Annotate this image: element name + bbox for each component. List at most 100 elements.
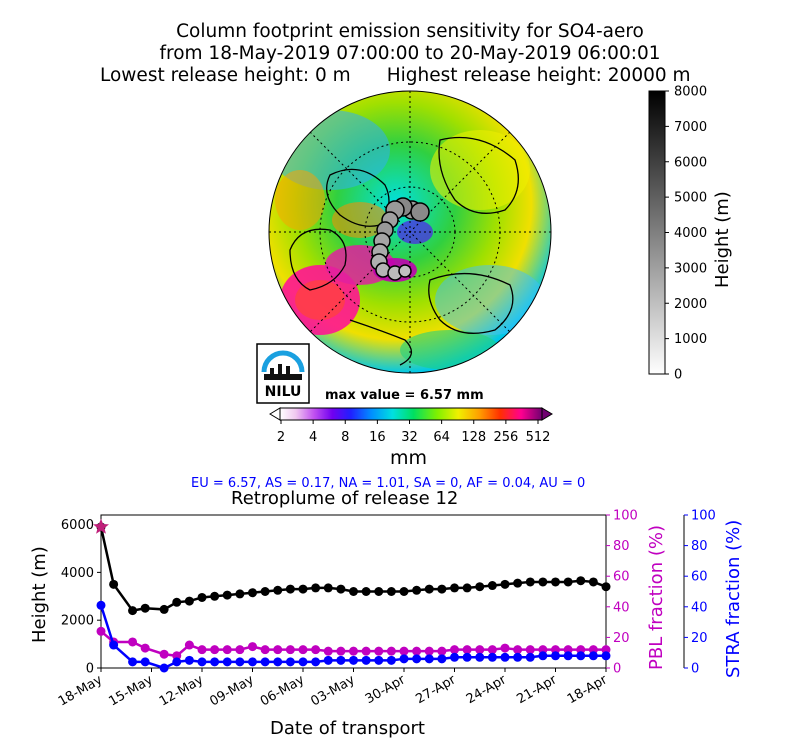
series-point (184, 596, 194, 606)
series-point (500, 579, 510, 589)
height-colorbar-tick-label: 5000 (674, 191, 707, 206)
series-point (311, 657, 321, 667)
series-point (525, 577, 535, 587)
series-point (248, 588, 257, 598)
series-point (386, 655, 396, 665)
series-point (273, 657, 283, 667)
y-tick-label-pbl: 60 (613, 570, 630, 585)
y-tick-label-stra: 0 (691, 662, 699, 677)
y-tick-label-pbl: 0 (613, 662, 621, 677)
max-value-label: max value = 6.57 mm (325, 388, 484, 403)
series-point (601, 582, 611, 592)
map-title-line-1: Column footprint emission sensitivity fo… (176, 21, 644, 42)
series-point (285, 584, 295, 594)
series-point (588, 651, 598, 661)
series-point (588, 577, 598, 587)
height-colorbar-tick-label: 6000 (674, 155, 707, 170)
series-point (563, 577, 573, 587)
series-point (140, 657, 150, 667)
height-colorbar-tick-label: 3000 (674, 261, 707, 276)
mm-colorbar-tick-label: 64 (433, 430, 450, 445)
y-tick-label-height: 2000 (61, 614, 94, 629)
series-point (500, 643, 510, 653)
x-tick-label: 24-Apr (464, 672, 510, 707)
series-point (197, 645, 207, 655)
series-point (323, 655, 333, 665)
series-point (336, 646, 346, 656)
y-tick-label-height: 0 (86, 662, 94, 677)
series-point (285, 657, 295, 667)
y-tick-label-height: 4000 (61, 566, 94, 581)
series-point (128, 657, 138, 667)
y-axis-label-pbl: PBL fraction (%) (646, 525, 667, 670)
highest-release-height: Highest release height: 20000 m (386, 65, 691, 86)
series-point (475, 652, 485, 662)
series-point (222, 657, 232, 667)
series-point (273, 585, 283, 595)
series-point (210, 657, 220, 667)
chart-title: Retroplume of release 12 (231, 488, 459, 509)
y-tick-label-pbl: 80 (613, 539, 630, 554)
x-tick-label: 30-Apr (363, 672, 409, 707)
series-point (349, 655, 358, 665)
y-tick-label-pbl: 40 (613, 600, 630, 615)
x-tick-label: 06-May (258, 672, 307, 709)
nilu-logo-text: NILU (265, 384, 302, 400)
y-axis-label-height: Height (m) (29, 546, 50, 643)
series-point (487, 645, 497, 655)
series-point (374, 587, 384, 596)
height-colorbar: 0 1000 2000 3000 4000 5000 6000 7000 8000 (648, 85, 707, 383)
emission-sensitivity-map (268, 90, 552, 374)
series-point (412, 585, 422, 595)
series-point (475, 582, 485, 592)
series-point (349, 646, 358, 656)
series-point (197, 592, 207, 602)
series-point (462, 583, 472, 593)
series-point (210, 591, 220, 601)
series-point (450, 583, 459, 593)
series-point (210, 645, 220, 655)
retroplume-chart: 0 2000 4000 6000 0 20 40 60 80 100 0 20 40 60 80 100 18-… (56, 509, 716, 710)
y-tick-label-stra: 40 (691, 600, 708, 615)
series-point (235, 645, 245, 655)
height-colorbar-tick-label: 8000 (674, 85, 707, 100)
x-tick-label: 03-May (308, 672, 357, 709)
series-point (374, 655, 384, 665)
x-tick-label: 18-May (56, 672, 105, 709)
series-point (424, 654, 434, 664)
series-point (487, 652, 497, 662)
series-point (412, 654, 422, 664)
series-point (399, 646, 409, 656)
height-colorbar-tick-label: 7000 (674, 120, 707, 135)
mm-colorbar-tick-label: 256 (493, 430, 518, 445)
series-point (462, 645, 472, 655)
y-tick-label-height: 6000 (61, 518, 94, 533)
series-point (475, 645, 485, 655)
x-tick-label: 21-Apr (514, 672, 560, 707)
series-point (273, 645, 283, 655)
series-line (99, 604, 606, 670)
series-point (323, 646, 333, 656)
series-point (260, 587, 270, 596)
x-tick-label: 18-Apr (565, 672, 611, 707)
series-point (140, 643, 150, 653)
x-tick-label: 27-Apr (413, 672, 459, 707)
series-point (298, 657, 308, 667)
y-tick-label-pbl: 100 (613, 509, 638, 524)
series-point (525, 645, 535, 655)
series-point (500, 652, 510, 662)
series-point (159, 604, 169, 614)
mm-colorbar-tick-label: 16 (369, 430, 386, 445)
release-star-marker (93, 518, 109, 534)
series-point (235, 589, 245, 599)
series-point (361, 646, 371, 656)
mm-colorbar-tick-label: 8 (341, 430, 349, 445)
series-point (525, 652, 535, 662)
series-point (399, 654, 409, 664)
y-axis-label-stra: STRA fraction (%) (723, 519, 744, 678)
series-point (361, 655, 371, 665)
x-tick-label: 12-May (157, 672, 206, 709)
series-point (235, 657, 245, 667)
series-point (513, 645, 523, 655)
